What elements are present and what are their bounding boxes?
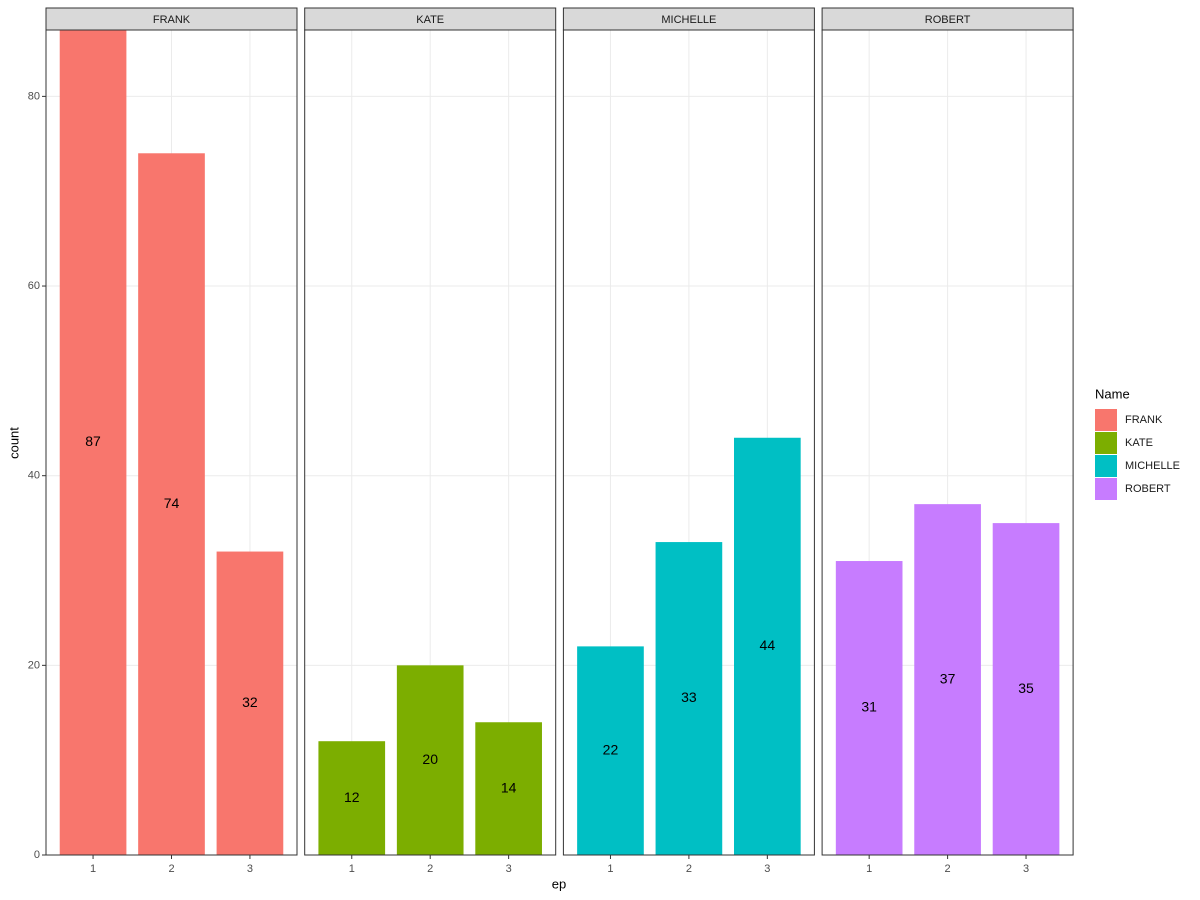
bar <box>577 646 644 855</box>
panel-border <box>45 29 298 856</box>
data-label: 12 <box>344 789 360 805</box>
y-tick-label: 80 <box>28 90 40 102</box>
legend-key <box>1095 455 1117 477</box>
bar <box>992 523 1060 855</box>
panel-border <box>304 29 557 856</box>
panel-border <box>821 29 1074 856</box>
data-label: 14 <box>501 779 517 795</box>
y-tick-label: 20 <box>28 659 40 671</box>
facet-label: MICHELLE <box>661 14 716 26</box>
legend-key <box>1095 432 1117 454</box>
data-label: 35 <box>1018 680 1034 696</box>
legend-label: ROBERT <box>1125 483 1171 495</box>
x-tick-label: 2 <box>168 863 174 875</box>
y-tick-label: 60 <box>28 280 40 292</box>
facet-label: ROBERT <box>925 14 971 26</box>
bar <box>835 561 903 855</box>
x-tick-label: 2 <box>427 863 433 875</box>
facet-label: KATE <box>416 14 444 26</box>
data-label: 22 <box>603 741 619 757</box>
x-axis-title: ep <box>552 876 566 891</box>
bar <box>59 30 127 855</box>
x-tick-label: 2 <box>686 863 692 875</box>
y-axis-title: count <box>6 427 21 459</box>
y-tick-label: 40 <box>28 470 40 482</box>
y-tick-label: 0 <box>34 849 40 861</box>
legend-key <box>1095 478 1117 500</box>
legend-title: Name <box>1095 386 1130 401</box>
bar <box>396 665 464 855</box>
data-label: 74 <box>164 495 180 511</box>
bar <box>216 551 284 855</box>
x-tick-label: 1 <box>607 863 613 875</box>
legend-label: KATE <box>1125 437 1153 449</box>
x-tick-label: 1 <box>90 863 96 875</box>
data-label: 32 <box>242 694 258 710</box>
legend-label: MICHELLE <box>1125 460 1180 472</box>
panel-border <box>562 29 815 856</box>
legend-key <box>1095 409 1117 431</box>
x-tick-label: 3 <box>247 863 253 875</box>
x-tick-label: 3 <box>1023 863 1029 875</box>
bar <box>655 542 723 855</box>
x-tick-label: 1 <box>349 863 355 875</box>
data-label: 44 <box>760 637 776 653</box>
data-label: 20 <box>422 751 438 767</box>
bar <box>734 437 801 855</box>
data-label: 33 <box>681 689 697 705</box>
data-label: 37 <box>940 670 956 686</box>
x-tick-label: 3 <box>506 863 512 875</box>
data-label: 87 <box>85 433 101 449</box>
facet-label: FRANK <box>153 14 191 26</box>
legend-label: FRANK <box>1125 414 1163 426</box>
x-tick-label: 3 <box>764 863 770 875</box>
bar <box>914 504 981 855</box>
x-tick-label: 1 <box>866 863 872 875</box>
bar <box>138 153 205 855</box>
bar <box>475 722 542 855</box>
bar <box>318 741 386 855</box>
data-label: 31 <box>861 699 877 715</box>
x-tick-label: 2 <box>945 863 951 875</box>
